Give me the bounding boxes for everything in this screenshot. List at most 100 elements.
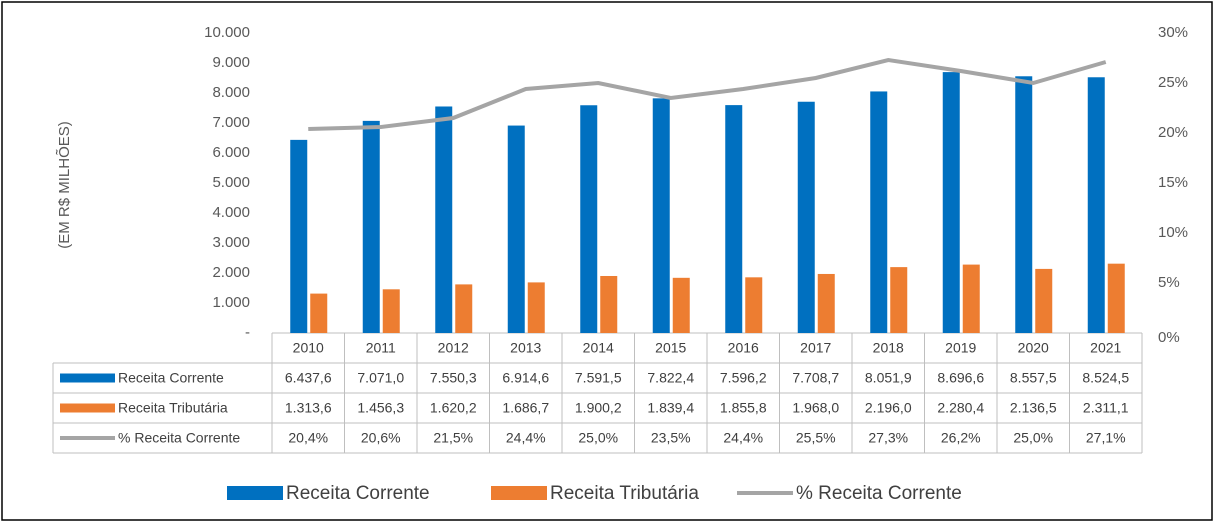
bar <box>745 277 763 333</box>
y2-tick-label: 0% <box>1158 329 1180 346</box>
data-label: 8.051,9 <box>865 370 912 386</box>
bar <box>725 105 743 333</box>
x-tick-label: 2018 <box>873 340 904 356</box>
bar <box>1015 76 1033 334</box>
data-label: 7.708,7 <box>792 370 839 386</box>
bar <box>870 91 888 334</box>
data-label: 7.550,3 <box>430 370 477 386</box>
y-tick-label: - <box>245 324 250 341</box>
chart-border <box>1 1 1213 521</box>
data-label: 7.822,4 <box>647 370 694 386</box>
y2-tick-label: 5% <box>1158 274 1180 291</box>
data-label: 2.280,4 <box>937 400 984 416</box>
x-tick-label: 2013 <box>510 340 541 356</box>
bar <box>362 120 380 334</box>
data-label: 8.696,6 <box>937 370 984 386</box>
table-row-label: Receita Corrente <box>118 370 224 386</box>
y2-tick-label: 30% <box>1158 24 1188 41</box>
data-label: 2.136,5 <box>1010 400 1057 416</box>
bar <box>672 277 690 333</box>
y-tick-label: 7.000 <box>212 114 250 131</box>
y-tick-label: 8.000 <box>212 84 250 101</box>
data-label: 2.196,0 <box>865 400 912 416</box>
data-label: 6.437,6 <box>285 370 332 386</box>
data-label: 7.071,0 <box>357 370 404 386</box>
x-tick-label: 2014 <box>583 340 614 356</box>
data-label: 7.596,2 <box>720 370 767 386</box>
x-tick-label: 2010 <box>293 340 324 356</box>
y-tick-label: 6.000 <box>212 144 250 161</box>
data-label: 8.557,5 <box>1010 370 1057 386</box>
line <box>308 57 1107 131</box>
y-axis-label: (EM R$ MILHÕES) <box>56 121 73 249</box>
y2-tick-label: 25% <box>1158 74 1188 91</box>
legend-label: Receita Tributária <box>550 483 699 504</box>
data-label: 25,5% <box>796 430 836 446</box>
x-tick-label: 2017 <box>800 340 831 356</box>
bar <box>817 273 835 333</box>
y-tick-label: 2.000 <box>212 264 250 281</box>
bar <box>382 289 400 333</box>
y2-tick-label: 15% <box>1158 174 1188 191</box>
data-label: 27,1% <box>1086 430 1126 446</box>
bar <box>507 125 525 333</box>
x-tick-label: 2021 <box>1090 340 1121 356</box>
data-label: 1.620,2 <box>430 400 477 416</box>
data-label: 24,4% <box>506 430 546 446</box>
bar <box>580 105 598 333</box>
data-label: 1.855,8 <box>720 400 767 416</box>
bar <box>455 284 473 333</box>
data-label: 21,5% <box>433 430 473 446</box>
y2-tick-label: 20% <box>1158 124 1188 141</box>
bar <box>942 72 960 334</box>
bar <box>290 139 308 333</box>
bar <box>527 282 545 333</box>
data-label: 25,0% <box>1013 430 1053 446</box>
table-row-label: Receita Tributária <box>118 400 228 416</box>
data-label: 1.686,7 <box>502 400 549 416</box>
data-label: 1.968,0 <box>792 400 839 416</box>
data-label: 1.313,6 <box>285 400 332 416</box>
data-label: 7.591,5 <box>575 370 622 386</box>
x-tick-label: 2019 <box>945 340 976 356</box>
x-tick-label: 2012 <box>438 340 469 356</box>
bar <box>1107 263 1125 333</box>
bar <box>890 267 908 333</box>
y-tick-label: 5.000 <box>212 174 250 191</box>
legend-label: Receita Corrente <box>286 483 430 504</box>
bar <box>435 106 453 333</box>
bar <box>310 293 328 333</box>
y-tick-label: 4.000 <box>212 204 250 221</box>
data-label: 1.456,3 <box>357 400 404 416</box>
table-row-label: % Receita Corrente <box>118 430 240 446</box>
legend-key <box>491 486 547 500</box>
y-tick-label: 9.000 <box>212 54 250 71</box>
y2-tick-label: 10% <box>1158 224 1188 241</box>
data-label: 8.524,5 <box>1082 370 1129 386</box>
data-label: 26,2% <box>941 430 981 446</box>
legend-key <box>227 486 283 500</box>
bar <box>1087 77 1105 333</box>
data-label: 1.900,2 <box>575 400 622 416</box>
legend-key <box>60 373 115 383</box>
legend-key <box>60 403 115 413</box>
data-label: 23,5% <box>651 430 691 446</box>
data-label: 2.311,1 <box>1083 400 1129 416</box>
legend-label: % Receita Corrente <box>796 483 962 504</box>
data-label: 25,0% <box>578 430 618 446</box>
bar <box>652 98 670 333</box>
x-tick-label: 2020 <box>1018 340 1049 356</box>
bar <box>797 101 815 333</box>
data-label: 20,4% <box>288 430 328 446</box>
x-tick-label: 2016 <box>728 340 759 356</box>
x-tick-label: 2015 <box>655 340 686 356</box>
data-label: 27,3% <box>868 430 908 446</box>
y-tick-label: 1.000 <box>212 294 250 311</box>
bar <box>1035 268 1053 333</box>
y-tick-label: 10.000 <box>204 24 250 41</box>
data-label: 20,6% <box>361 430 401 446</box>
data-label: 1.839,4 <box>647 400 694 416</box>
y-tick-label: 3.000 <box>212 234 250 251</box>
bar <box>600 275 618 333</box>
